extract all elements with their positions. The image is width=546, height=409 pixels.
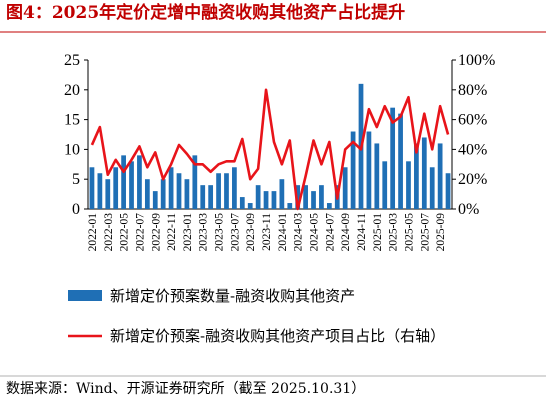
bar — [295, 185, 301, 209]
legend-label: 新增定价预案-融资收购其他资产项目占比（右轴） — [110, 327, 445, 345]
bar — [184, 179, 190, 209]
x-tick-label: 2023-11 — [261, 213, 273, 251]
bar — [89, 167, 95, 209]
x-tick-label: 2025-01 — [372, 213, 384, 252]
bar — [350, 131, 356, 209]
line — [90, 88, 450, 211]
bar — [137, 155, 142, 209]
bar — [208, 185, 214, 209]
bar — [398, 113, 403, 209]
x-tick-label: 2022-11 — [166, 213, 178, 251]
x-tick-label: 2022-09 — [150, 213, 162, 252]
bar — [239, 197, 245, 209]
legend-label: 新增定价预案数量-融资收购其他资产 — [110, 287, 355, 305]
x-tick-label: 2024-03 — [293, 213, 305, 252]
y2-tick-label: 20% — [458, 171, 487, 188]
bar — [160, 179, 166, 209]
bar — [232, 167, 237, 209]
bar — [382, 161, 388, 209]
x-tick-label: 2025-03 — [388, 213, 400, 252]
x-tick-label: 2024-09 — [340, 213, 352, 252]
x-tick-label: 2024-05 — [309, 213, 321, 252]
x-tick-label: 2024-07 — [324, 213, 336, 252]
bar — [271, 191, 277, 209]
bar — [287, 203, 293, 209]
bar — [247, 203, 253, 209]
bar — [121, 155, 126, 209]
y2-tick-label: 80% — [458, 82, 487, 99]
bar — [200, 185, 206, 209]
bar — [303, 185, 308, 209]
y-tick-label: 5 — [72, 171, 80, 188]
bar — [113, 167, 119, 209]
bar — [263, 191, 269, 209]
bar — [279, 179, 285, 209]
bar — [445, 173, 451, 209]
chart-title: 图4：2025年定价定增中融资收购其他资产占比提升 — [6, 2, 405, 23]
x-tick-label: 2025-07 — [419, 213, 431, 252]
y2-tick-label: 0% — [458, 201, 479, 218]
x-tick-label: 2023-09 — [245, 213, 257, 252]
y-tick-label: 0 — [72, 201, 80, 218]
bar — [319, 185, 324, 209]
x-tick-label: 2023-07 — [229, 213, 241, 252]
y-tick-label: 20 — [64, 82, 80, 99]
bar — [429, 167, 435, 209]
bar — [414, 143, 419, 209]
bar — [152, 191, 158, 209]
bar — [224, 173, 229, 209]
bar — [374, 143, 380, 209]
bar — [326, 203, 332, 209]
bar — [105, 179, 111, 209]
bar — [390, 107, 396, 209]
x-tick-label: 2025-09 — [435, 213, 447, 252]
bar — [437, 143, 443, 209]
x-tick-label: 2023-03 — [198, 213, 210, 252]
bar — [216, 173, 221, 209]
legend-swatch — [68, 290, 102, 301]
y-tick-label: 25 — [64, 52, 80, 69]
x-tick-label: 2022-01 — [87, 213, 99, 252]
bar — [406, 161, 411, 209]
x-tick-label: 2024-01 — [277, 213, 289, 252]
x-tick-label: 2025-05 — [403, 213, 415, 252]
bar — [366, 131, 372, 209]
bar — [168, 167, 174, 209]
x-tick-label: 2022-05 — [119, 213, 131, 252]
bar — [144, 179, 150, 209]
bar — [342, 167, 348, 209]
bar — [129, 161, 134, 209]
y-tick-label: 15 — [64, 112, 80, 129]
x-tick-label: 2022-03 — [103, 213, 115, 252]
y-tick-label: 10 — [64, 141, 80, 158]
bar — [192, 155, 198, 209]
bar — [421, 137, 427, 209]
bar — [176, 173, 182, 209]
source: 数据来源：Wind、开源证券研究所（截至 2025.10.31） — [6, 381, 365, 397]
bar — [311, 191, 316, 209]
bar — [97, 173, 103, 209]
y2-tick-label: 100% — [458, 52, 495, 69]
y2-tick-label: 40% — [458, 141, 487, 158]
x-tick-label: 2024-11 — [356, 213, 368, 251]
x-tick-label: 2023-05 — [214, 213, 226, 252]
x-tick-label: 2022-07 — [134, 213, 146, 252]
bar — [255, 185, 261, 209]
y2-tick-label: 60% — [458, 112, 487, 129]
x-tick-label: 2023-01 — [182, 213, 194, 252]
